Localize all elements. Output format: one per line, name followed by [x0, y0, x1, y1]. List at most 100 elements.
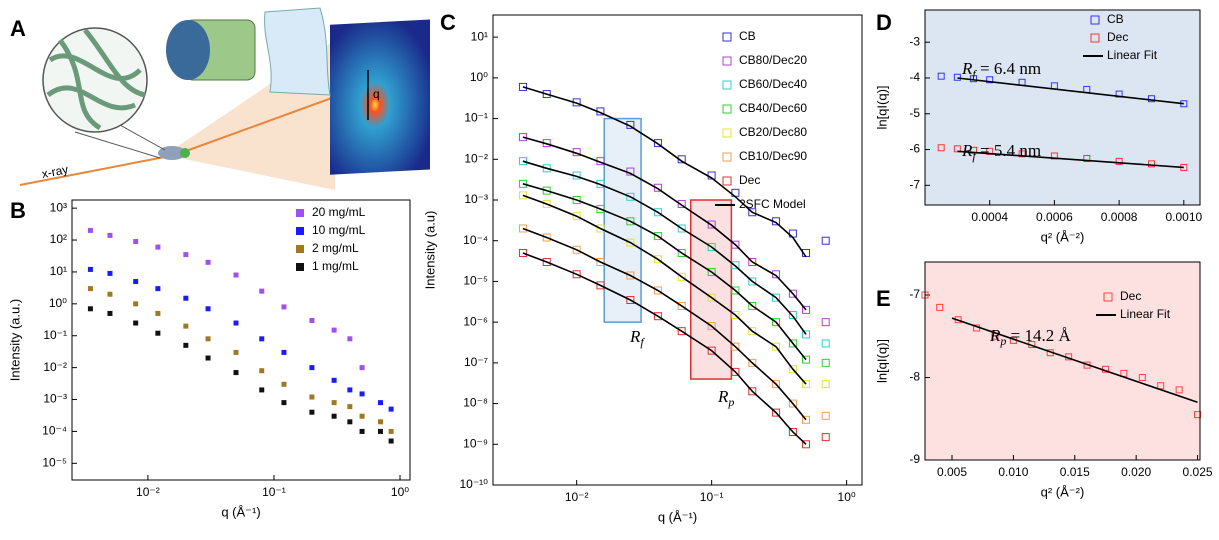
plot-background — [925, 262, 1200, 460]
annotation-text: = 6.4 nm — [976, 59, 1041, 78]
legend-swatch — [722, 104, 732, 114]
molecule-sheet — [264, 7, 331, 96]
marker — [788, 365, 797, 374]
x-axis-title: q² (Å⁻²) — [1041, 229, 1085, 244]
marker — [821, 358, 830, 367]
panel-label: A — [10, 16, 26, 41]
legend-label: CB — [1107, 12, 1124, 26]
plot-background — [925, 10, 1200, 205]
legend-label: 2 mg/mL — [312, 241, 359, 255]
marker — [233, 349, 239, 355]
y-tick-label: 10⁻⁸ — [463, 396, 488, 410]
marker — [653, 232, 662, 241]
marker — [183, 295, 189, 301]
y-tick-label: 10⁻⁹ — [463, 436, 488, 450]
marker — [107, 291, 113, 297]
chart: 0.0004 0.0006 0.0008 0.0010 -7 -6 -5 -4 -3 q² (Å⁻… — [874, 9, 1203, 244]
subscript: p — [727, 395, 734, 409]
marker — [821, 411, 830, 420]
plot-frame — [71, 199, 411, 481]
marker — [788, 428, 797, 437]
marker — [707, 220, 716, 229]
marker — [309, 394, 315, 400]
y-tick-label: -3 — [909, 34, 920, 48]
plot-frame — [492, 14, 863, 486]
legend-swatch — [722, 176, 732, 186]
beam — [174, 94, 341, 156]
marker — [748, 358, 757, 367]
subscript: f — [972, 67, 977, 81]
marker — [653, 139, 662, 148]
marker — [205, 259, 211, 265]
marker — [937, 72, 945, 80]
marker — [572, 245, 581, 254]
marker — [653, 255, 662, 264]
y-tick-label: -5 — [909, 106, 920, 120]
legend-swatch — [722, 56, 732, 66]
marker — [653, 208, 662, 217]
legend-label: 10 mg/mL — [312, 223, 366, 237]
marker — [205, 336, 211, 342]
marker — [87, 306, 93, 312]
x-tick-label: 10⁻¹ — [262, 485, 286, 499]
marker — [821, 380, 830, 389]
marker — [788, 289, 797, 298]
marker — [653, 286, 662, 295]
legend-label: Dec — [1120, 289, 1141, 303]
y-tick-label: 10⁻⁶ — [463, 314, 488, 328]
x-tick-label: 0.0008 — [1101, 210, 1138, 224]
marker — [155, 310, 161, 316]
marker — [309, 409, 315, 415]
fit-line — [957, 77, 1184, 105]
marker — [731, 261, 740, 270]
legend-swatch — [722, 32, 732, 42]
fibers — [46, 28, 146, 131]
legend-swatch — [1103, 292, 1113, 302]
fit-line — [951, 317, 1198, 404]
legend-swatch — [296, 227, 304, 235]
symbol: R — [629, 327, 641, 346]
subscript: f — [972, 149, 977, 163]
marker — [748, 301, 757, 310]
y-axis-title: ln[qI(q)] — [874, 85, 889, 129]
y-tick-label: 10⁻¹⁰ — [460, 477, 489, 491]
legend-swatch — [722, 80, 732, 90]
marker — [653, 312, 662, 321]
legend-label: CB — [739, 29, 756, 43]
marker — [772, 293, 781, 302]
marker — [748, 387, 757, 396]
marker — [281, 304, 287, 310]
marker — [1194, 411, 1202, 419]
marker — [183, 342, 189, 348]
y-tick-label: 10² — [50, 232, 67, 246]
sample — [180, 148, 190, 158]
marker — [281, 400, 287, 406]
marker — [331, 377, 337, 383]
y-tick-label: -7 — [909, 177, 920, 191]
x-tick-label: 0.0006 — [1036, 210, 1073, 224]
model-line — [522, 86, 807, 258]
marker — [359, 365, 365, 371]
legend-swatch — [296, 263, 304, 271]
region — [603, 117, 642, 323]
marker — [233, 272, 239, 278]
y-tick-label: 10⁻² — [464, 151, 488, 165]
marker — [1157, 382, 1165, 390]
legend-label: Dec — [739, 173, 760, 187]
marker — [572, 212, 581, 221]
x-tick-label: 10⁰ — [391, 485, 409, 499]
marker — [748, 277, 757, 286]
marker — [772, 342, 781, 351]
beam — [19, 154, 176, 186]
marker — [821, 339, 830, 348]
subscript: p — [999, 334, 1006, 348]
marker — [596, 258, 605, 267]
marker — [677, 224, 686, 233]
legend-label: Dec — [1107, 30, 1128, 44]
zoom-line — [74, 131, 161, 159]
marker — [936, 303, 944, 311]
marker — [155, 330, 161, 336]
y-tick-label: 10⁻¹ — [464, 111, 488, 125]
annotation-text: = 14.2 Å — [1006, 326, 1071, 345]
